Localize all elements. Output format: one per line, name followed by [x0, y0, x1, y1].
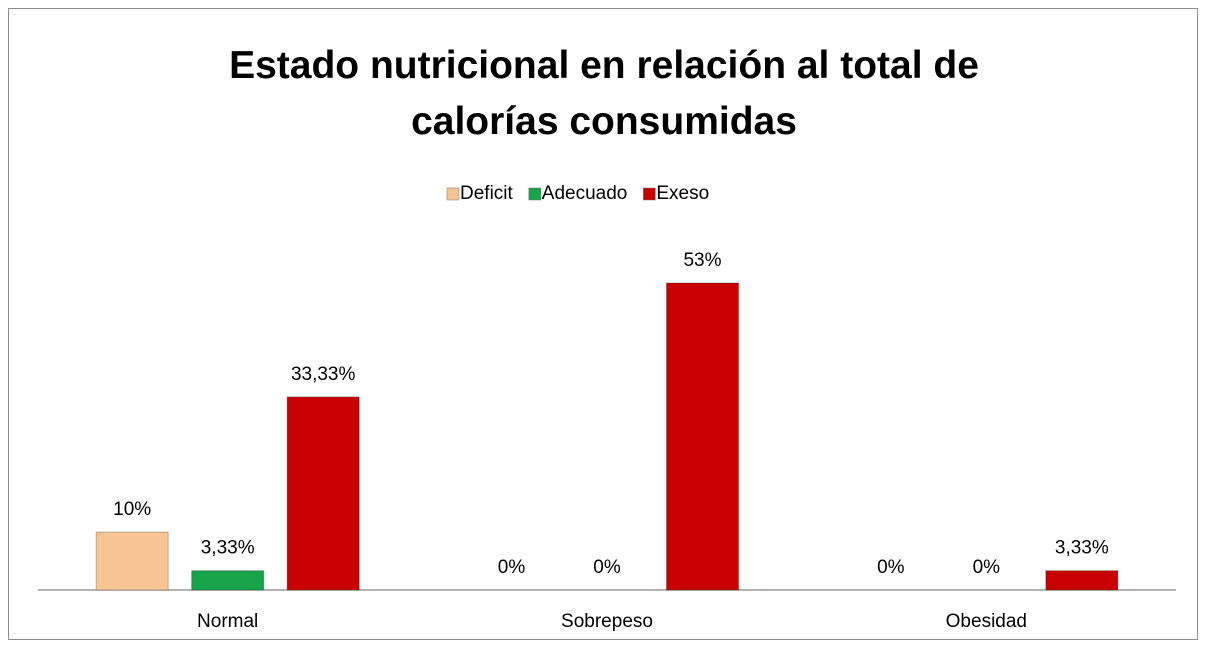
bar [666, 282, 739, 591]
legend-label: Adecuado [542, 183, 628, 204]
legend-swatch [446, 187, 460, 201]
value-label: 0% [973, 557, 1001, 578]
legend-swatch [643, 187, 656, 201]
x-tick-label: Normal [197, 611, 258, 632]
bar [1045, 570, 1119, 591]
x-tick-label: Obesidad [946, 611, 1027, 632]
value-label: 0% [877, 557, 905, 578]
chart-title: Estado nutricional en relación al total … [229, 44, 979, 143]
value-label: 33,33% [291, 364, 356, 385]
value-label: 10% [113, 499, 151, 520]
value-label: 3,33% [201, 538, 255, 559]
value-label: 3,33% [1055, 538, 1109, 559]
bar [286, 396, 360, 591]
legend-label: Deficit [460, 183, 514, 204]
legend-swatch [528, 187, 542, 201]
x-tick-label: Sobrepeso [561, 611, 653, 632]
value-label: 0% [593, 557, 621, 578]
bar [95, 531, 169, 591]
value-label: 53% [683, 250, 721, 271]
value-label: 0% [498, 557, 526, 578]
legend-label: Exeso [656, 183, 709, 204]
bar [191, 570, 265, 591]
chart-frame [8, 8, 1198, 640]
